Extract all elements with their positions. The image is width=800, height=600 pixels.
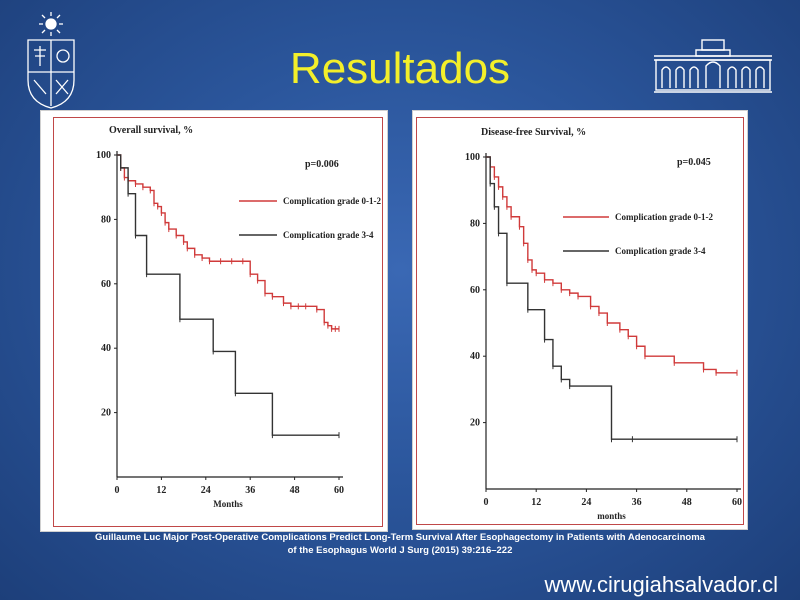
series-line-grade-3-4 (117, 154, 339, 436)
website-url[interactable]: www.cirugiahsalvador.cl (544, 572, 778, 597)
y-tick-label: 20 (470, 418, 480, 429)
x-axis-label: Months (213, 499, 243, 509)
p-value-label: p=0.006 (305, 159, 339, 170)
y-tick-label: 100 (465, 152, 480, 163)
legend-label: Complication grade 3-4 (283, 230, 374, 240)
series-line-grade-0-1-2 (117, 154, 339, 330)
hospital-building-logo (654, 39, 772, 93)
x-axis-label: months (597, 511, 626, 521)
x-tick-label: 24 (581, 497, 591, 508)
legend-label: Complication grade 0-1-2 (615, 212, 713, 222)
y-tick-label: 40 (470, 351, 480, 362)
citation: Guillaume Luc Major Post-Operative Compl… (40, 531, 760, 557)
y-tick-label: 80 (470, 218, 480, 229)
x-tick-label: 48 (682, 497, 692, 508)
y-tick-label: 40 (101, 343, 111, 354)
y-tick-label: 60 (470, 285, 480, 296)
x-tick-label: 12 (156, 485, 166, 496)
chart-title: Overall survival, % (109, 125, 193, 136)
x-tick-label: 0 (115, 485, 120, 496)
y-tick-label: 20 (101, 408, 111, 419)
chart-title: Disease-free Survival, % (481, 127, 586, 138)
legend-label: Complication grade 0-1-2 (283, 196, 381, 206)
disease-free-survival-plot: Disease-free Survival, % 20 40 60 80 100 0 12 24… (465, 127, 742, 521)
overall-survival-chart: Overall survival, % 20 40 60 80 100 0 12 24 36 48 6… (40, 110, 388, 532)
legend-label: Complication grade 3-4 (615, 246, 706, 256)
overall-survival-plot: Overall survival, % 20 40 60 80 100 0 12 24 36 48 6… (96, 125, 381, 509)
series-line-grade-3-4 (486, 156, 737, 440)
p-value-label: p=0.045 (677, 157, 711, 168)
slide-title: Resultados (289, 44, 511, 93)
x-tick-label: 60 (732, 497, 742, 508)
x-tick-label: 24 (201, 485, 211, 496)
x-tick-label: 60 (334, 485, 344, 496)
citation-line-1: Guillaume Luc Major Post-Operative Compl… (95, 532, 705, 543)
x-tick-label: 48 (290, 485, 300, 496)
y-tick-label: 60 (101, 279, 111, 290)
citation-line-2: of the Esophagus World J Surg (2015) 39:… (287, 545, 513, 556)
series-line-grade-0-1-2 (486, 156, 737, 374)
x-tick-label: 36 (632, 497, 642, 508)
y-tick-label: 80 (101, 214, 111, 225)
disease-free-survival-chart: Disease-free Survival, % 20 40 60 80 100 0 12 24… (412, 110, 748, 530)
x-tick-label: 36 (245, 485, 255, 496)
x-tick-label: 0 (484, 497, 489, 508)
university-crest-logo (27, 12, 75, 109)
y-tick-label: 100 (96, 150, 111, 161)
x-tick-label: 12 (531, 497, 541, 508)
